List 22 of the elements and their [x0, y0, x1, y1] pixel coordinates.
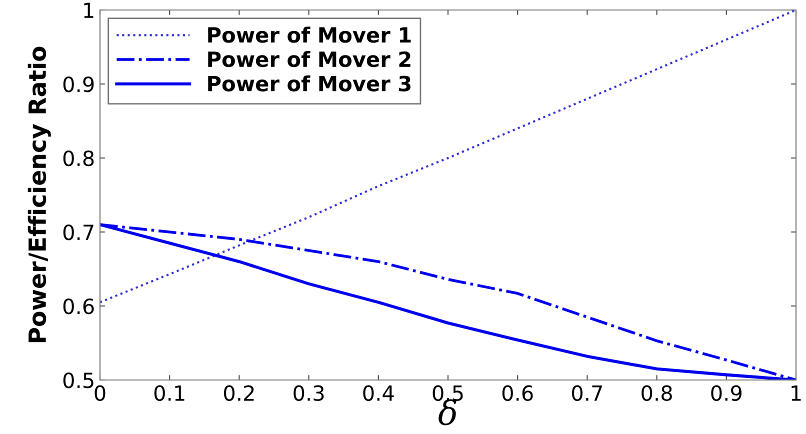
- y-tick-label: 0.6: [63, 298, 94, 314]
- x-tick-label: 0.6: [502, 385, 533, 401]
- y-tick-label: 0.8: [63, 150, 94, 166]
- x-axis-title: δ: [438, 399, 456, 426]
- x-tick-label: 0.1: [154, 385, 184, 401]
- x-tick-label: 0.9: [711, 385, 742, 401]
- legend-label: Power of Mover 1: [208, 26, 411, 43]
- y-axis-title: Power/Efficiency Ratio: [28, 46, 51, 342]
- x-tick-label: 0.5: [432, 385, 463, 401]
- x-tick-label: 0.3: [294, 385, 324, 401]
- x-tick-label: 0: [94, 385, 106, 401]
- y-tick-label: 1: [84, 2, 94, 18]
- legend-label: Power of Mover 2: [208, 50, 410, 68]
- x-tick-label: 0.4: [363, 385, 394, 401]
- x-tick-label: 0.8: [642, 385, 672, 401]
- x-tick-label: 0.7: [572, 385, 602, 401]
- y-tick-label: 0.5: [63, 372, 94, 388]
- y-tick-label: 0.9: [63, 76, 94, 92]
- y-tick-label: 0.7: [63, 224, 94, 240]
- x-tick-label: 0.2: [224, 385, 254, 401]
- legend-label: Power of Mover 3: [208, 75, 410, 92]
- x-tick-label: 1: [792, 386, 801, 401]
